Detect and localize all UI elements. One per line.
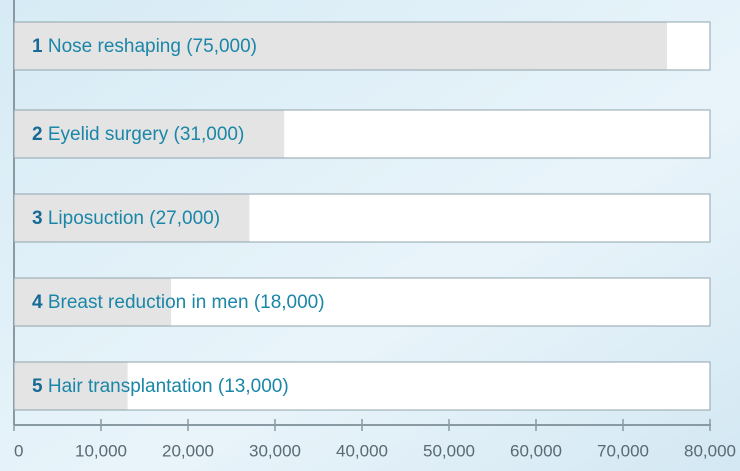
bar-label: 2 Eyelid surgery (31,000) — [32, 124, 244, 145]
value-label: (27,000) — [149, 208, 220, 229]
bar — [14, 362, 128, 410]
value-label: (13,000) — [218, 376, 289, 397]
x-tick-label: 40,000 — [336, 441, 388, 460]
rank: 4 — [32, 292, 43, 313]
x-tick-label: 80,000 — [684, 441, 736, 460]
rank: 2 — [32, 124, 43, 145]
category: Eyelid surgery — [48, 124, 169, 145]
x-tick-label: 50,000 — [423, 441, 475, 460]
bar — [14, 110, 285, 158]
value-label: (31,000) — [174, 124, 245, 145]
category: Liposuction — [48, 208, 144, 229]
value-label: (75,000) — [186, 36, 257, 57]
x-tick-label: 0 — [14, 441, 23, 460]
category: Hair transplantation — [48, 376, 213, 397]
rank: 1 — [32, 36, 43, 57]
bar-frame — [13, 361, 711, 411]
bar — [14, 194, 250, 242]
rank: 3 — [32, 208, 43, 229]
bar-label: 4 Breast reduction in men (18,000) — [32, 292, 325, 313]
x-tick-label: 60,000 — [510, 441, 562, 460]
x-tick-label: 10,000 — [75, 441, 127, 460]
x-tick-label: 30,000 — [249, 441, 301, 460]
value-label: (18,000) — [254, 292, 325, 313]
bar-label: 1 Nose reshaping (75,000) — [32, 36, 257, 57]
bar — [14, 22, 667, 70]
bar-label: 3 Liposuction (27,000) — [32, 208, 220, 229]
bar-label: 5 Hair transplantation (13,000) — [32, 376, 289, 397]
bar — [14, 278, 172, 326]
category: Nose reshaping — [48, 36, 181, 57]
category: Breast reduction in men — [48, 292, 249, 313]
x-tick-label: 20,000 — [162, 441, 214, 460]
rank: 5 — [32, 376, 43, 397]
x-tick-label: 70,000 — [597, 441, 649, 460]
